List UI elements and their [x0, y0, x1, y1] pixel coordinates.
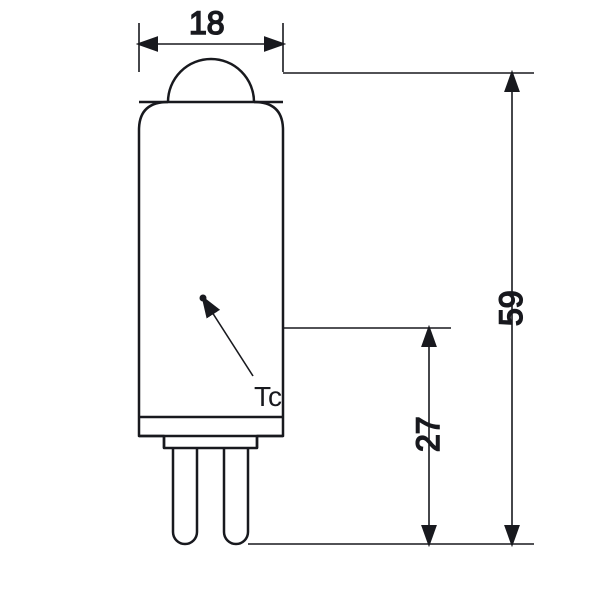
- tc-label: Tc: [254, 381, 282, 412]
- dim-width-value: 18: [189, 5, 225, 41]
- dim-width: 18: [139, 5, 283, 72]
- dim-total-height: 59: [248, 73, 534, 544]
- lamp-dimension-drawing: Tc 18 59 27: [0, 0, 600, 600]
- dim-total-height-value: 59: [493, 290, 529, 326]
- tc-mark: Tc: [200, 295, 283, 413]
- dim-base-height: 27: [283, 328, 451, 544]
- dim-base-height-value: 27: [410, 416, 446, 452]
- bulb-outline: [139, 59, 283, 544]
